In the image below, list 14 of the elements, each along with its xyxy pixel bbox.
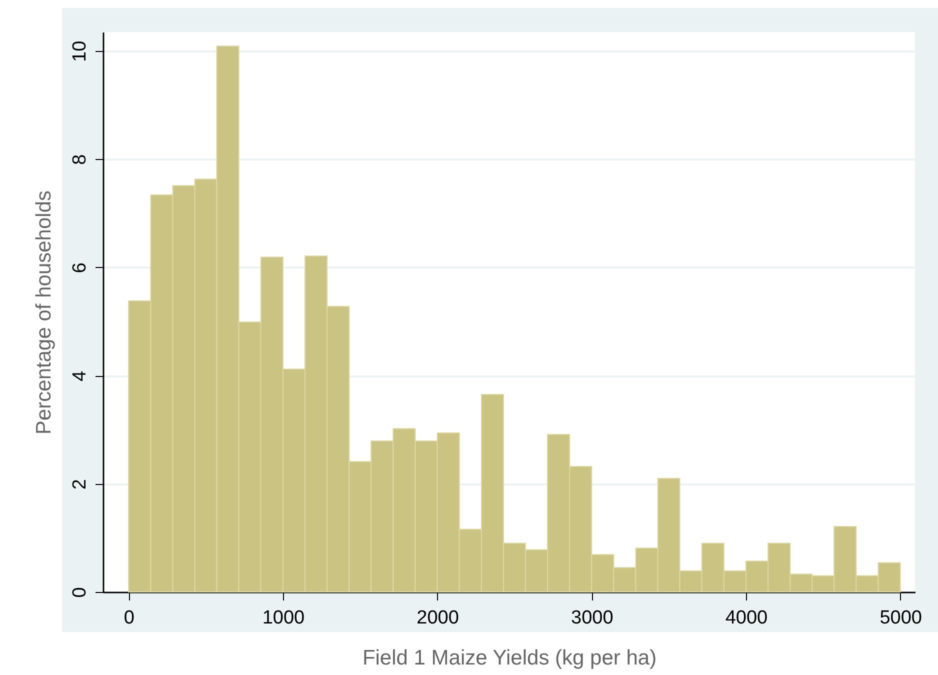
x-tick-label: 4000 xyxy=(725,608,768,628)
y-tick-label: 2 xyxy=(70,479,90,490)
y-tick-label: 10 xyxy=(70,40,90,62)
y-tick-label: 0 xyxy=(70,587,90,598)
y-axis-title: Percentage of households xyxy=(32,190,56,435)
x-tick-label: 3000 xyxy=(571,608,614,628)
x-axis-title: Field 1 Maize Yields (kg per ha) xyxy=(362,646,657,670)
x-tick-label: 2000 xyxy=(416,608,459,628)
x-tick-label: 1000 xyxy=(262,608,305,628)
x-tick-label: 5000 xyxy=(880,608,922,628)
y-tick-label: 8 xyxy=(70,154,90,165)
x-tick-label: 0 xyxy=(124,608,134,628)
y-tick-label: 6 xyxy=(70,262,90,274)
y-tick-label: 4 xyxy=(70,370,90,382)
